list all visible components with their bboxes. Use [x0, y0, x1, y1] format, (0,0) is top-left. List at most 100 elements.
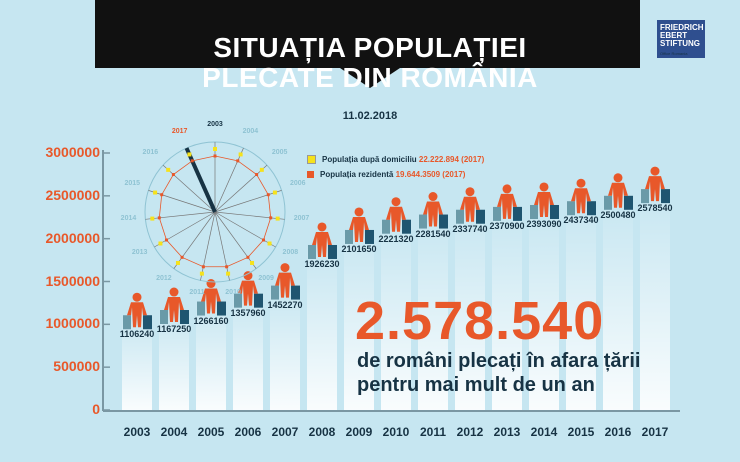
radar-point-rezidenta	[266, 193, 270, 197]
radar-spoke	[145, 211, 216, 220]
y-tick-label: 1000000	[45, 315, 100, 332]
radar-spoke	[162, 164, 216, 213]
y-tick-label: 3000000	[45, 144, 100, 160]
radar-point-rezidenta	[269, 216, 273, 220]
radar-spoke	[214, 211, 285, 220]
title-banner	[95, 0, 640, 88]
radar-point-rezidenta	[201, 265, 205, 269]
radar-label: 2009	[258, 274, 274, 282]
y-tick-label: 0	[92, 401, 100, 417]
radar-spoke	[214, 211, 257, 269]
person-with-luggage-icon	[234, 271, 263, 308]
radar-label: 2014	[120, 214, 137, 222]
bar	[159, 310, 189, 410]
radar-point-rezidenta	[261, 238, 265, 242]
legend-item-domiciliu: Populația după domiciliu 22.222.894 (201…	[307, 155, 484, 165]
radar-point-domiciliu	[187, 152, 192, 157]
radar-spoke	[214, 211, 276, 248]
bar	[270, 285, 300, 410]
value-label: 2337740	[452, 223, 488, 234]
radar-point-domiciliu	[238, 152, 243, 157]
highlight-line2: pentru mai mult de un an	[357, 374, 595, 396]
radar-point-rezidenta	[236, 159, 240, 163]
bar	[603, 195, 633, 410]
radar-label: 2012	[156, 274, 172, 282]
radar-spoke	[148, 190, 216, 213]
radar-point-domiciliu	[275, 216, 280, 221]
radar-point-domiciliu	[199, 271, 204, 276]
person-with-luggage-icon	[604, 173, 633, 210]
person-with-luggage-icon	[530, 182, 559, 219]
radar-point-domiciliu	[150, 216, 155, 221]
x-tick-label: 2015	[567, 425, 595, 439]
radar-spoke	[184, 147, 217, 213]
radar-label: 2015	[124, 179, 141, 187]
radar-point-rezidenta	[160, 193, 164, 197]
value-label: 2393090	[526, 218, 562, 229]
radar-label: 2006	[289, 179, 306, 187]
legend-item-rezidenta: Populația rezidentă 19.644.3509 (2017)	[307, 170, 465, 179]
radar-label: 2008	[282, 248, 299, 256]
radar-point-domiciliu	[158, 241, 163, 246]
value-label: 1106240	[119, 329, 155, 340]
x-tick-label: 2003	[123, 425, 151, 439]
person-with-luggage-icon	[123, 292, 152, 330]
bar	[640, 189, 670, 410]
radar-label: 2003	[207, 121, 223, 128]
value-label: 1926230	[304, 258, 340, 269]
radar-label: 2004	[242, 128, 259, 136]
bar	[122, 315, 152, 410]
person-with-luggage-icon	[641, 166, 670, 204]
bar	[566, 201, 596, 410]
radar-point-rezidenta	[171, 173, 175, 177]
person-with-luggage-icon	[493, 184, 522, 221]
radar-point-rezidenta	[157, 216, 161, 220]
date: 11.02.2018	[342, 110, 398, 122]
person-with-luggage-icon	[345, 207, 374, 244]
highlight-number: 2.578.540	[355, 291, 605, 351]
person-with-luggage-icon	[382, 197, 411, 234]
y-tick-label: 1500000	[45, 272, 100, 289]
bar	[381, 219, 411, 410]
radar-point-rezidenta	[213, 154, 217, 158]
value-label: 2500480	[600, 209, 636, 220]
bar	[307, 244, 337, 410]
person-with-luggage-icon	[271, 263, 300, 300]
radar-label: 2010	[225, 289, 241, 297]
value-label: 2437340	[563, 215, 599, 226]
person-with-luggage-icon	[308, 222, 337, 259]
value-label: 1452270	[267, 299, 303, 310]
x-tick-label: 2009	[345, 425, 373, 439]
y-tick-label: 2500000	[45, 186, 100, 203]
radar-point-domiciliu	[153, 190, 158, 195]
radar-point-rezidenta	[246, 255, 250, 259]
x-tick-label: 2016	[604, 425, 632, 439]
radar-spoke	[214, 147, 244, 213]
radar-point-domiciliu	[175, 260, 180, 265]
highlight-line1: de români plecați în afara țării	[357, 350, 641, 372]
value-label: 2370900	[489, 220, 525, 231]
radar-spoke	[214, 190, 282, 213]
radar-label: 2013	[131, 248, 148, 256]
radar-label: 2016	[142, 149, 159, 157]
radar-point-domiciliu	[259, 167, 264, 172]
radar-point-rezidenta	[255, 173, 259, 177]
bar	[455, 209, 485, 410]
radar-label: 2011	[189, 289, 205, 297]
radar-spoke	[214, 164, 268, 213]
y-tick-label: 2000000	[45, 229, 100, 246]
radar-label: 2005	[271, 149, 288, 157]
bar	[418, 214, 448, 410]
person-with-luggage-icon	[456, 187, 485, 224]
y-tick-label: 500000	[53, 358, 100, 375]
x-tick-label: 2004	[160, 425, 188, 439]
radar-point-rezidenta	[180, 255, 184, 259]
radar-point-domiciliu	[213, 147, 217, 151]
radar-series-rezidenta	[158, 155, 272, 268]
radar-point-domiciliu	[166, 167, 171, 172]
radar-point-domiciliu	[272, 190, 277, 195]
radar-spoke	[200, 211, 216, 281]
x-tick-label: 2006	[234, 425, 262, 439]
radar-label: 2007	[293, 214, 310, 222]
